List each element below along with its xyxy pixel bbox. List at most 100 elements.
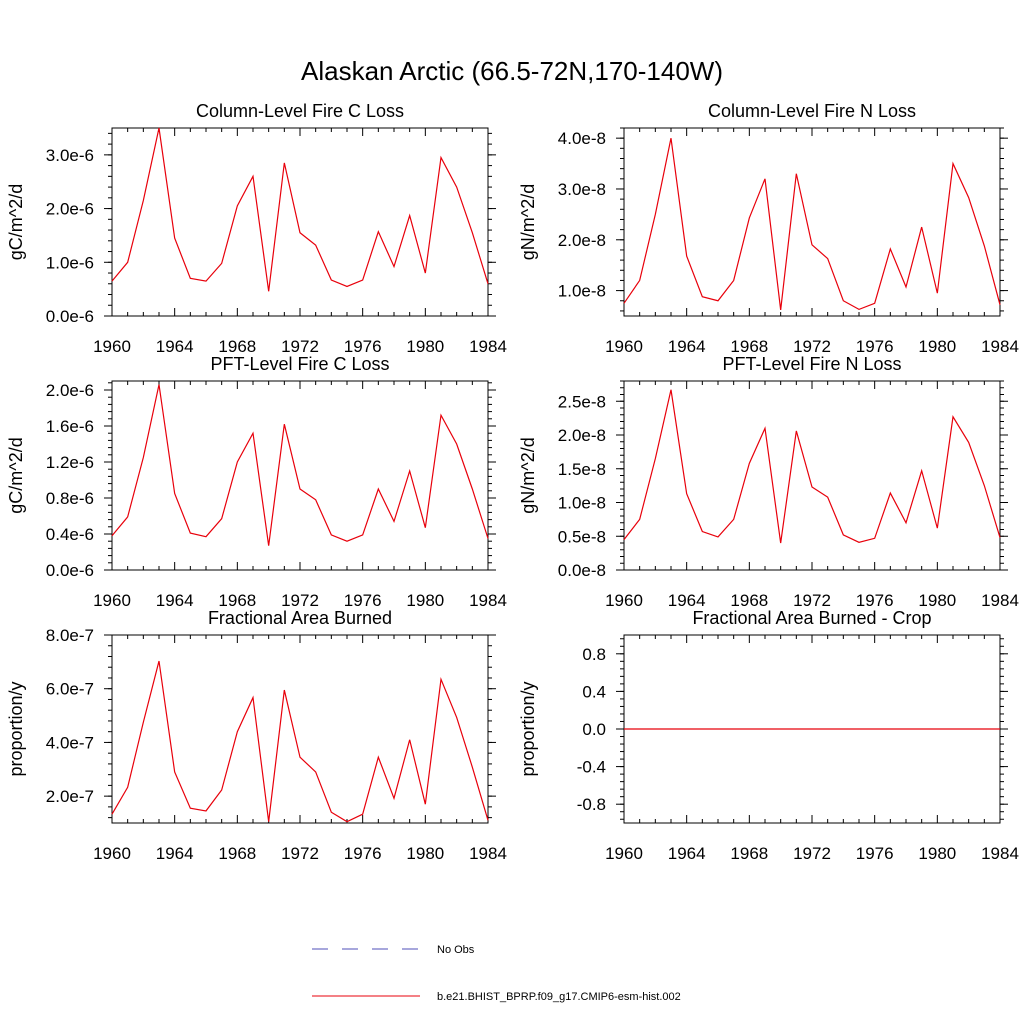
y-tick-label: 1.6e-6 xyxy=(46,417,94,436)
panel-title: Column-Level Fire C Loss xyxy=(196,101,404,121)
x-tick-label: 1972 xyxy=(281,844,319,863)
x-tick-label: 1976 xyxy=(344,591,382,610)
y-tick-label: 4.0e-8 xyxy=(558,129,606,148)
panel-title: PFT-Level Fire N Loss xyxy=(722,354,901,374)
y-tick-label: 0.4 xyxy=(582,682,606,701)
x-tick-label: 1976 xyxy=(856,591,894,610)
y-tick-label: 2.0e-6 xyxy=(46,381,94,400)
y-axis-label: proportion/y xyxy=(518,681,538,776)
y-tick-label: 0.8 xyxy=(582,645,606,664)
y-tick-label: 1.5e-8 xyxy=(558,460,606,479)
x-tick-label: 1968 xyxy=(218,337,256,356)
plot-frame xyxy=(111,127,489,317)
x-tick-label: 1976 xyxy=(856,337,894,356)
y-axis-label: gN/m^2/d xyxy=(518,437,538,513)
x-tick-label: 1980 xyxy=(918,337,956,356)
panel-title: Fractional Area Burned - Crop xyxy=(692,608,931,628)
x-tick-label: 1960 xyxy=(93,337,131,356)
series-line-model xyxy=(623,138,1001,311)
y-tick-label: 0.5e-8 xyxy=(558,527,606,546)
x-tick-label: 1960 xyxy=(605,337,643,356)
y-tick-label: 3.0e-6 xyxy=(46,146,94,165)
y-tick-label: 1.2e-6 xyxy=(46,453,94,472)
panel-pft-n: PFT-Level Fire N Loss gN/m^2/d 1960 1964 196… xyxy=(518,354,1019,610)
y-tick-label: -0.4 xyxy=(577,758,606,777)
series-line-model xyxy=(111,127,489,292)
y-tick-label: 0.4e-6 xyxy=(46,525,94,544)
x-tick-label: 1972 xyxy=(793,844,831,863)
legend-label-model: b.e21.BHIST_BPRP.f09_g17.CMIP6-esm-hist.… xyxy=(437,991,681,1003)
y-tick-label: 1.0e-8 xyxy=(558,494,606,513)
x-tick-label: 1964 xyxy=(668,337,706,356)
y-tick-label: 2.0e-7 xyxy=(46,787,94,806)
panel-col-c: Column-Level Fire C Loss gC/m^2/d 1960 1964… xyxy=(6,101,507,356)
x-tick-label: 1980 xyxy=(406,337,444,356)
legend: No Obs b.e21.BHIST_BPRP.f09_g17.CMIP6-es… xyxy=(312,944,681,1003)
series-line-model xyxy=(111,660,489,823)
y-tick-label: 0.0e-6 xyxy=(46,561,94,580)
y-tick-label: 0.0e-6 xyxy=(46,307,94,326)
x-tick-label: 1968 xyxy=(730,591,768,610)
x-tick-label: 1964 xyxy=(156,591,194,610)
x-tick-label: 1984 xyxy=(469,591,507,610)
x-tick-label: 1984 xyxy=(981,844,1019,863)
panel-pft-c: PFT-Level Fire C Loss gC/m^2/d 1960 1964 196… xyxy=(6,354,507,610)
x-tick-label: 1964 xyxy=(668,844,706,863)
x-tick-label: 1964 xyxy=(668,591,706,610)
y-tick-label: 2.0e-8 xyxy=(558,231,606,250)
x-tick-label: 1964 xyxy=(156,337,194,356)
x-tick-label: 1964 xyxy=(156,844,194,863)
x-tick-label: 1968 xyxy=(730,337,768,356)
x-tick-label: 1976 xyxy=(344,844,382,863)
x-tick-label: 1968 xyxy=(730,844,768,863)
y-tick-label: 4.0e-7 xyxy=(46,733,94,752)
series-line-model xyxy=(111,384,489,546)
figure-title: Alaskan Arctic (66.5-72N,170-140W) xyxy=(301,56,723,86)
x-tick-label: 1976 xyxy=(856,844,894,863)
y-tick-label: 1.0e-8 xyxy=(558,282,606,301)
x-tick-label: 1960 xyxy=(605,591,643,610)
x-tick-label: 1972 xyxy=(281,337,319,356)
y-axis-label: gC/m^2/d xyxy=(6,184,26,260)
x-tick-label: 1984 xyxy=(469,337,507,356)
y-tick-label: 3.0e-8 xyxy=(558,180,606,199)
plot-frame xyxy=(623,380,1001,571)
x-tick-label: 1960 xyxy=(93,591,131,610)
x-tick-label: 1972 xyxy=(793,591,831,610)
y-axis-label: gC/m^2/d xyxy=(6,437,26,513)
x-tick-label: 1980 xyxy=(406,591,444,610)
y-tick-label: 0.0e-8 xyxy=(558,561,606,580)
y-tick-label: 0.0 xyxy=(582,720,606,739)
panel-area: Fractional Area Burned proportion/y 1960 19… xyxy=(6,608,507,863)
x-tick-label: 1968 xyxy=(218,844,256,863)
plot-frame xyxy=(111,380,489,571)
y-tick-label: 8.0e-7 xyxy=(46,626,94,645)
y-axis-label: gN/m^2/d xyxy=(518,184,538,260)
y-tick-label: 0.8e-6 xyxy=(46,489,94,508)
y-tick-label: 2.0e-6 xyxy=(46,200,94,219)
panel-col-n: Column-Level Fire N Loss gN/m^2/d 1960 1964… xyxy=(518,101,1019,356)
x-tick-label: 1984 xyxy=(981,591,1019,610)
plot-frame xyxy=(623,127,1001,317)
x-tick-label: 1984 xyxy=(981,337,1019,356)
x-tick-label: 1980 xyxy=(918,591,956,610)
y-axis-label: proportion/y xyxy=(6,681,26,776)
x-tick-label: 1980 xyxy=(918,844,956,863)
panels-group: Column-Level Fire C Loss gC/m^2/d 1960 1964… xyxy=(6,101,1019,863)
x-tick-label: 1972 xyxy=(793,337,831,356)
panel-title: Fractional Area Burned xyxy=(208,608,392,628)
x-tick-label: 1980 xyxy=(406,844,444,863)
y-tick-label: -0.8 xyxy=(577,795,606,814)
x-tick-label: 1976 xyxy=(344,337,382,356)
series-line-model xyxy=(623,389,1001,544)
x-tick-label: 1960 xyxy=(93,844,131,863)
y-tick-label: 1.0e-6 xyxy=(46,253,94,272)
x-tick-label: 1972 xyxy=(281,591,319,610)
panel-title: Column-Level Fire N Loss xyxy=(708,101,916,121)
y-tick-label: 2.5e-8 xyxy=(558,392,606,411)
x-tick-label: 1984 xyxy=(469,844,507,863)
x-tick-label: 1960 xyxy=(605,844,643,863)
panel-title: PFT-Level Fire C Loss xyxy=(210,354,389,374)
panel-area-crop: Fractional Area Burned - Crop proportion/… xyxy=(518,608,1019,863)
